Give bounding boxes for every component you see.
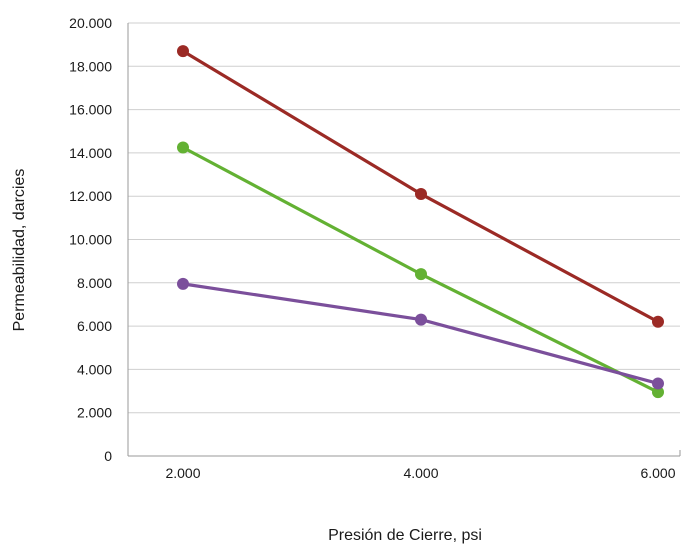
x-axis-ticks: 2.000 4.000 6.000 <box>165 465 675 481</box>
series-3-point <box>415 313 427 326</box>
series-3-point <box>652 377 664 390</box>
x-tick-label: 4.000 <box>403 465 438 481</box>
y-tick-label: 4.000 <box>77 361 112 377</box>
series-line-3 <box>182 282 659 386</box>
y-tick-label: 20.000 <box>69 15 112 31</box>
series-layer <box>177 45 664 399</box>
x-axis-title: Presión de Cierre, psi <box>328 527 482 544</box>
y-tick-label: 18.000 <box>69 58 112 74</box>
grid <box>128 22 680 414</box>
y-tick-label: 14.000 <box>69 145 112 161</box>
series-3-point <box>177 277 189 290</box>
y-tick-label: 16.000 <box>69 102 112 118</box>
series-1-point <box>652 315 664 328</box>
axes <box>127 23 681 457</box>
y-tick-label: 0 <box>104 448 112 464</box>
x-tick-label: 6.000 <box>640 465 675 481</box>
series-1-point <box>415 188 427 201</box>
y-tick-label: 6.000 <box>77 318 112 334</box>
y-axis-title: Permeabilidad, darcies <box>11 169 28 332</box>
series-2-point <box>652 386 664 399</box>
y-tick-label: 12.000 <box>69 188 112 204</box>
y-axis-ticks: 0 2.000 4.000 6.000 8.000 10.000 12.000 14.000 1… <box>69 15 112 464</box>
y-tick-label: 8.000 <box>77 275 112 291</box>
y-tick-label: 10.000 <box>69 232 112 248</box>
y-tick-label: 2.000 <box>77 405 112 421</box>
series-1-point <box>177 45 189 58</box>
series-2-point <box>415 268 427 281</box>
x-tick-label: 2.000 <box>165 465 200 481</box>
series-2-point <box>177 141 189 154</box>
